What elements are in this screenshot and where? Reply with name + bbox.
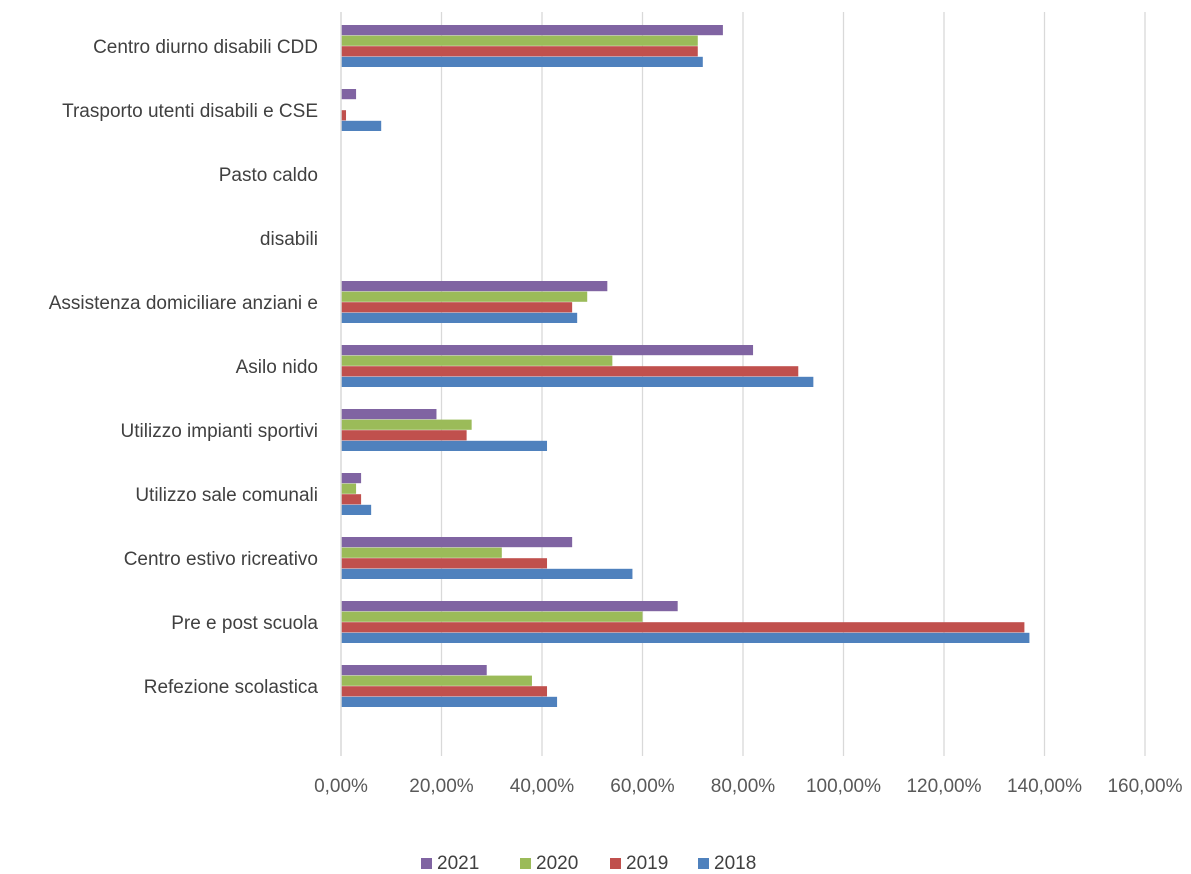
- category-label: Pasto caldo: [219, 165, 318, 186]
- x-tick-labels: 0,00% 20,00% 40,00% 60,00% 80,00% 100,00% 120,…: [314, 776, 1183, 797]
- bar-2020: [341, 675, 532, 686]
- bar-2019: [341, 430, 467, 441]
- bars: [341, 25, 1030, 707]
- bar-2019: [341, 558, 548, 569]
- bar-2018: [341, 376, 814, 387]
- legend-label-2019: 2019: [626, 853, 668, 874]
- category-label: Centro estivo ricreativo: [124, 549, 318, 570]
- bar-2018: [341, 440, 548, 451]
- category-label: Utilizzo sale comunali: [135, 485, 318, 506]
- bar-2021: [341, 409, 437, 420]
- x-tick-label: 140,00%: [1007, 776, 1082, 797]
- bar-2018: [341, 568, 633, 579]
- bar-2020: [341, 291, 588, 302]
- category-labels: Centro diurno disabili CDD Trasporto uten…: [49, 37, 319, 698]
- bar-2021: [341, 601, 678, 612]
- bar-2021: [341, 345, 754, 356]
- legend-swatch-2018: [698, 858, 709, 869]
- x-tick-label: 160,00%: [1107, 776, 1182, 797]
- bar-2019: [341, 366, 799, 377]
- bar-2018: [341, 696, 558, 707]
- category-label: Assistenza domiciliare anziani e: [49, 293, 318, 314]
- bar-2018: [341, 504, 372, 515]
- category-label: Trasporto utenti disabili e CSE: [62, 101, 318, 122]
- legend: 2021 2020 2019 2018: [421, 853, 756, 874]
- bar-2021: [341, 537, 573, 548]
- bar-2021: [341, 473, 362, 484]
- bar-2021: [341, 89, 357, 100]
- bar-2021: [341, 665, 487, 676]
- bar-2020: [341, 35, 698, 46]
- bar-2018: [341, 632, 1030, 643]
- bar-2018: [341, 120, 382, 131]
- category-label: Refezione scolastica: [144, 677, 319, 698]
- legend-swatch-2019: [610, 858, 621, 869]
- category-label: Pre e post scuola: [171, 613, 318, 634]
- bar-2019: [341, 622, 1025, 633]
- bar-2019: [341, 46, 698, 57]
- category-label: Utilizzo impianti sportivi: [121, 421, 318, 442]
- bar-2018: [341, 56, 703, 67]
- bar-2021: [341, 281, 608, 292]
- bar-2021: [341, 25, 723, 36]
- legend-label-2018: 2018: [714, 853, 756, 874]
- x-tick-label: 100,00%: [806, 776, 881, 797]
- x-tick-label: 60,00%: [610, 776, 675, 797]
- bar-2020: [341, 355, 613, 366]
- x-tick-label: 80,00%: [711, 776, 776, 797]
- bar-2020: [341, 419, 472, 430]
- bar-2020: [341, 547, 502, 558]
- bar-2019: [341, 686, 548, 697]
- category-label: Centro diurno disabili CDD: [93, 37, 318, 58]
- bar-2019: [341, 494, 362, 505]
- bar-2020: [341, 611, 643, 622]
- legend-label-2020: 2020: [536, 853, 578, 874]
- bar-2020: [341, 483, 357, 494]
- bar-2019: [341, 110, 347, 121]
- x-tick-label: 40,00%: [510, 776, 575, 797]
- legend-swatch-2020: [520, 858, 531, 869]
- x-tick-label: 20,00%: [409, 776, 474, 797]
- bar-2018: [341, 312, 578, 323]
- bar-2019: [341, 302, 573, 313]
- x-tick-label: 120,00%: [906, 776, 981, 797]
- category-label: Asilo nido: [236, 357, 318, 378]
- category-label: disabili: [260, 229, 318, 250]
- legend-swatch-2021: [421, 858, 432, 869]
- x-tick-label: 0,00%: [314, 776, 368, 797]
- legend-label-2021: 2021: [437, 853, 479, 874]
